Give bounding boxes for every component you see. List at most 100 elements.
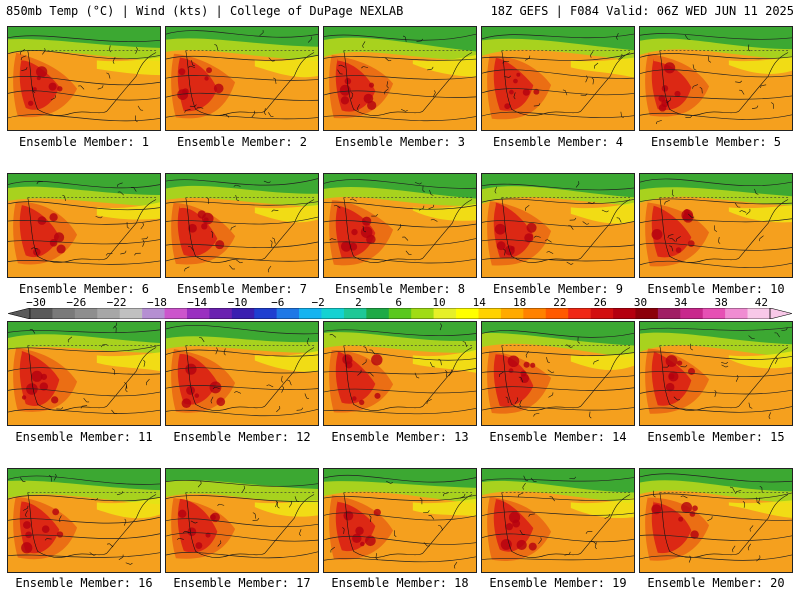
ensemble-member-label-13: Ensemble Member: 13: [331, 430, 469, 444]
colorbar-tick-label: −22: [106, 296, 127, 309]
colorbar-swatch: [680, 308, 704, 319]
colorbar-swatch: [30, 308, 53, 319]
ensemble-member-label-16: Ensemble Member: 16: [15, 576, 153, 590]
ensemble-member-map-16: [7, 468, 161, 573]
ensemble-member-map-7: [165, 173, 319, 278]
colorbar-border: [29, 308, 771, 319]
colorbar-swatch: [366, 308, 390, 319]
member-map-svg: [482, 27, 634, 130]
colorbar-swatch: [388, 308, 412, 319]
colorbar-swatch: [142, 308, 165, 319]
member-map-svg: [166, 469, 318, 572]
member-map-svg: [482, 174, 634, 277]
chart-title: 850mb Temp (°C) | Wind (kts) | College o…: [6, 4, 404, 18]
ensemble-member-label-11: Ensemble Member: 11: [15, 430, 153, 444]
colorbar-low-arrow: [8, 308, 31, 319]
ensemble-member-map-20: [639, 468, 793, 573]
colorbar-tick-label: 22: [553, 296, 567, 309]
colorbar-tick-label: 6: [395, 296, 402, 309]
colorbar-tick-label: −10: [227, 296, 248, 309]
colorbar-swatch: [702, 308, 726, 319]
colorbar-swatch: [433, 308, 457, 319]
run-valid-time: 18Z GEFS | F084 Valid: 06Z WED JUN 11 20…: [490, 4, 794, 18]
ensemble-member-map-3: [323, 26, 477, 131]
ensemble-member-label-4: Ensemble Member: 4: [492, 135, 624, 149]
colorbar-tick-label: 26: [593, 296, 607, 309]
ensemble-member-map-2: [165, 26, 319, 131]
member-map-svg: [324, 322, 476, 425]
colorbar-swatch: [590, 308, 614, 319]
temperature-colorbar: [8, 308, 792, 319]
member-map-svg: [640, 174, 792, 277]
member-map-svg: [482, 469, 634, 572]
ensemble-member-label-17: Ensemble Member: 17: [173, 576, 311, 590]
ensemble-member-map-13: [323, 321, 477, 426]
ensemble-member-label-3: Ensemble Member: 3: [334, 135, 466, 149]
colorbar-swatch: [545, 308, 569, 319]
colorbar-tick-label: 2: [355, 296, 362, 309]
ensemble-member-map-12: [165, 321, 319, 426]
ensemble-member-label-1: Ensemble Member: 1: [18, 135, 150, 149]
ensemble-member-label-15: Ensemble Member: 15: [647, 430, 785, 444]
colorbar-tick-label: −30: [26, 296, 46, 309]
ensemble-member-map-19: [481, 468, 635, 573]
ensemble-member-label-6: Ensemble Member: 6: [18, 282, 150, 296]
ensemble-member-map-11: [7, 321, 161, 426]
ensemble-member-map-14: [481, 321, 635, 426]
ensemble-member-label-14: Ensemble Member: 14: [489, 430, 627, 444]
ensemble-member-label-8: Ensemble Member: 8: [334, 282, 466, 296]
ensemble-member-label-2: Ensemble Member: 2: [176, 135, 308, 149]
ensemble-member-label-7: Ensemble Member: 7: [176, 282, 308, 296]
ensemble-member-label-10: Ensemble Member: 10: [647, 282, 785, 296]
ensemble-member-label-9: Ensemble Member: 9: [492, 282, 624, 296]
colorbar-swatch: [164, 308, 188, 319]
ensemble-member-map-4: [481, 26, 635, 131]
ensemble-member-label-5: Ensemble Member: 5: [650, 135, 782, 149]
member-map-svg: [640, 469, 792, 572]
ensemble-member-map-9: [481, 173, 635, 278]
colorbar-swatch: [231, 308, 255, 319]
colorbar-swatch: [747, 308, 771, 319]
ensemble-member-map-18: [323, 468, 477, 573]
colorbar-tick-label: −14: [187, 296, 208, 309]
colorbar-swatch: [568, 308, 591, 319]
colorbar-tick-label: 14: [472, 296, 486, 309]
member-map-svg: [640, 322, 792, 425]
colorbar-swatch: [613, 308, 636, 319]
member-map-svg: [640, 27, 792, 130]
colorbar-tick-label: 18: [512, 296, 527, 309]
ensemble-member-label-19: Ensemble Member: 19: [489, 576, 627, 590]
colorbar-swatch: [478, 308, 502, 319]
ensemble-member-map-1: [7, 26, 161, 131]
colorbar-swatch: [456, 308, 479, 319]
ensemble-member-label-20: Ensemble Member: 20: [647, 576, 785, 590]
ensemble-member-map-17: [165, 468, 319, 573]
colorbar-swatch: [209, 308, 233, 319]
colorbar-swatch: [343, 308, 367, 319]
colorbar-swatch: [186, 308, 210, 319]
ensemble-member-map-5: [639, 26, 793, 131]
colorbar-tick-label: −26: [66, 296, 87, 309]
ensemble-member-map-10: [639, 173, 793, 278]
member-map-svg: [8, 174, 160, 277]
member-map-svg: [324, 27, 476, 130]
ensemble-member-map-8: [323, 173, 477, 278]
member-map-svg: [8, 469, 160, 572]
member-map-svg: [324, 174, 476, 277]
colorbar-swatch: [52, 308, 76, 319]
colorbar-swatch: [276, 308, 300, 319]
colorbar-swatch: [725, 308, 748, 319]
ensemble-member-map-15: [639, 321, 793, 426]
colorbar-swatch: [119, 308, 143, 319]
member-map-svg: [324, 469, 476, 572]
colorbar-swatch: [523, 308, 547, 319]
colorbar-swatch: [635, 308, 659, 319]
member-map-svg: [8, 322, 160, 425]
colorbar-swatch: [299, 308, 322, 319]
colorbar-swatch: [321, 308, 345, 319]
ensemble-member-label-12: Ensemble Member: 12: [173, 430, 311, 444]
member-map-svg: [482, 322, 634, 425]
colorbar-tick-label: 10: [432, 296, 446, 309]
colorbar-swatch: [97, 308, 120, 319]
colorbar-swatch: [500, 308, 524, 319]
